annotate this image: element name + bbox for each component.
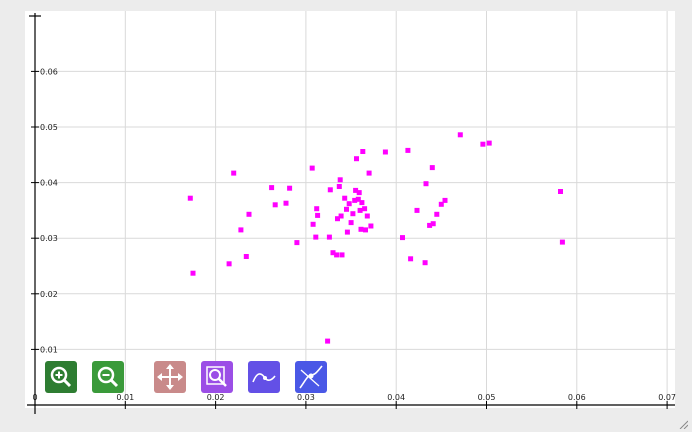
box-zoom-icon (206, 366, 227, 387)
data-point (355, 196, 361, 202)
data-point (382, 149, 388, 155)
data-point (423, 181, 429, 187)
data-point (358, 226, 364, 232)
data-point (346, 201, 352, 207)
zoom-out-button[interactable] (92, 361, 124, 393)
data-point (243, 254, 249, 259)
data-point (325, 338, 331, 344)
zoom-in-button[interactable] (45, 361, 77, 393)
data-point (330, 250, 336, 256)
data-point (400, 235, 405, 241)
data-point (310, 221, 316, 227)
data-point (408, 256, 414, 262)
data-point (434, 211, 440, 217)
data-point (368, 223, 374, 229)
x-tick-label: 0.02 (207, 393, 225, 402)
data-point (344, 206, 349, 212)
y-tick-label: 0.02 (40, 290, 58, 299)
pan-button[interactable] (154, 361, 186, 393)
data-point (190, 270, 196, 276)
data-point (357, 207, 363, 213)
data-point (272, 202, 278, 208)
y-tick-label: 0.06 (40, 67, 58, 76)
plot-area[interactable] (25, 11, 675, 408)
grid (35, 11, 675, 405)
data-point (231, 170, 237, 176)
data-point (335, 216, 340, 222)
data-point (326, 234, 332, 240)
zoom-out-icon (97, 366, 119, 388)
data-point (187, 195, 193, 201)
data-point (414, 207, 420, 213)
data-point (558, 189, 563, 194)
data-point (353, 187, 359, 193)
data-point (486, 140, 492, 146)
data-point (238, 227, 244, 233)
crosshair-button[interactable] (295, 361, 327, 393)
data-point (430, 221, 436, 227)
data-point (559, 239, 565, 245)
data-point (269, 185, 275, 191)
data-point (359, 200, 365, 206)
data-point (364, 213, 370, 219)
resize-grip-icon[interactable] (678, 419, 688, 429)
data-point (344, 229, 350, 235)
data-point (294, 240, 300, 246)
data-point (339, 252, 345, 258)
y-tick-label: 0.01 (40, 345, 58, 354)
data-point (427, 222, 433, 228)
data-points (187, 132, 565, 344)
curve-fit-button[interactable] (248, 361, 280, 393)
data-point (337, 177, 343, 183)
data-point (405, 147, 411, 153)
x-tick-label: 0.07 (658, 393, 676, 402)
x-tick-label: 0.01 (116, 393, 134, 402)
data-point (363, 227, 368, 233)
data-point (315, 212, 321, 218)
data-point (246, 211, 252, 217)
data-point (283, 200, 289, 206)
data-point (327, 187, 333, 193)
data-point (338, 213, 344, 219)
data-point (438, 201, 444, 207)
axes: 00.010.020.030.040.050.060.070.010.020.0… (27, 13, 676, 414)
data-point (336, 184, 342, 189)
data-point (287, 185, 293, 191)
x-tick-label: 0.03 (297, 393, 315, 402)
y-tick-label: 0.03 (40, 234, 58, 243)
crosshair-icon (299, 365, 323, 389)
pan-arrows-icon (157, 364, 183, 390)
data-point (350, 211, 356, 217)
data-point (442, 197, 448, 203)
data-point (352, 197, 358, 203)
curve-icon (252, 373, 276, 383)
data-point (422, 260, 428, 266)
y-tick-label: 0.05 (40, 123, 58, 132)
data-point (342, 195, 348, 201)
x-tick-label: 0.06 (568, 393, 586, 402)
data-point (362, 206, 368, 212)
box-zoom-button[interactable] (201, 361, 233, 393)
data-point (226, 261, 232, 267)
data-point (429, 165, 435, 171)
data-point (356, 190, 362, 196)
data-point (480, 141, 486, 147)
data-point (334, 252, 340, 258)
data-point (309, 165, 315, 171)
data-point (366, 170, 372, 176)
y-tick-label: 0.04 (40, 179, 58, 188)
x-tick-label: 0.04 (387, 393, 405, 402)
x-tick-label: 0.05 (478, 393, 496, 402)
data-point (354, 156, 359, 162)
data-point (314, 206, 320, 212)
data-point (457, 132, 463, 138)
data-point (348, 220, 354, 226)
zoom-in-icon (50, 366, 72, 388)
data-point (360, 149, 366, 154)
data-point (313, 234, 319, 240)
